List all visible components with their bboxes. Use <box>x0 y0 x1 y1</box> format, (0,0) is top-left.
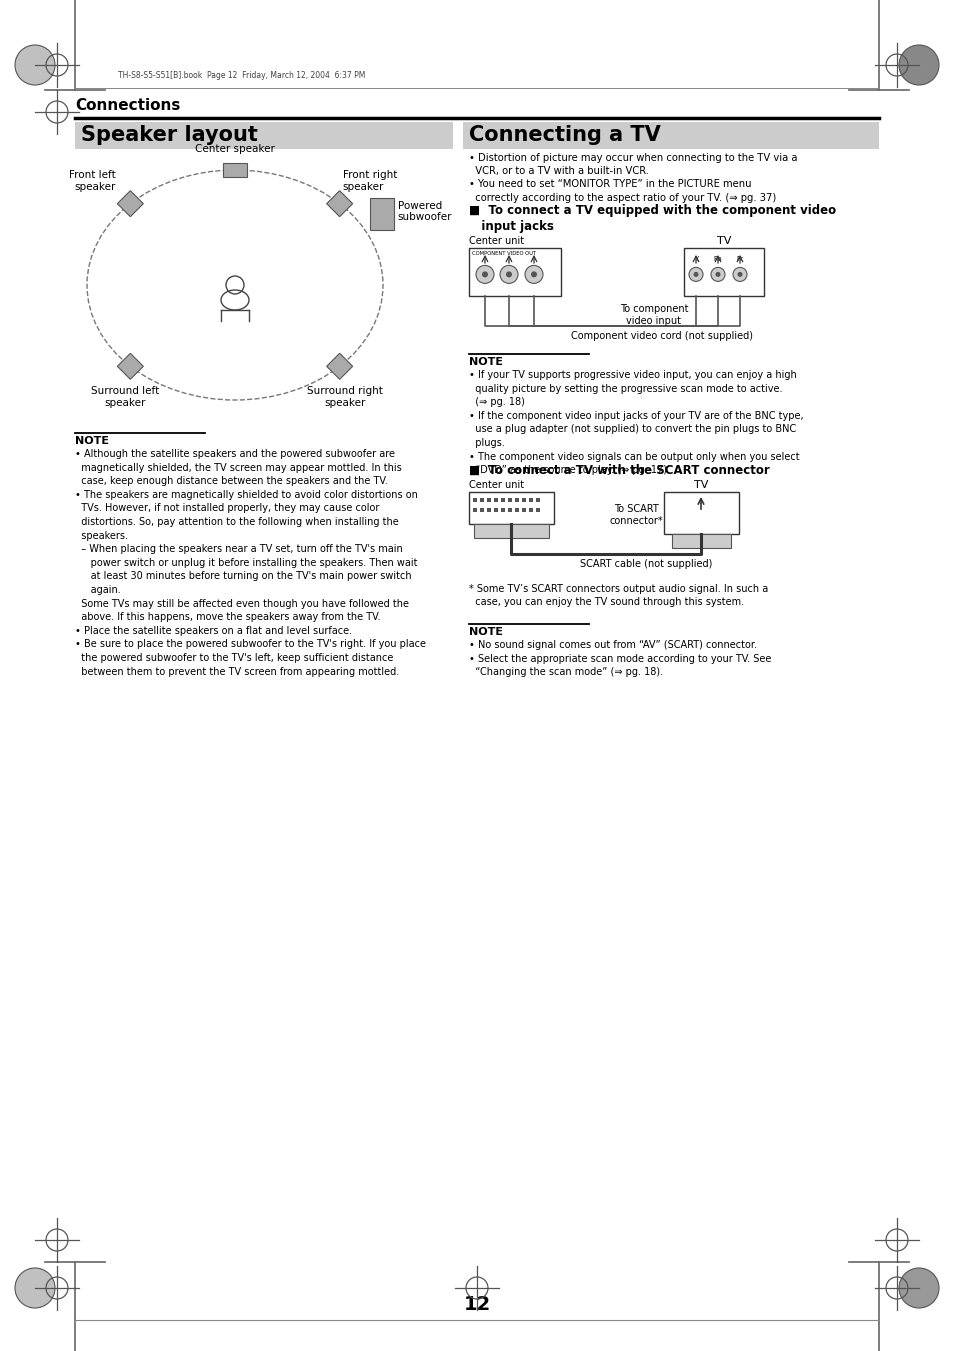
Text: To SCART
connector*: To SCART connector* <box>609 504 662 526</box>
Text: • If your TV supports progressive video input, you can enjoy a high
  quality pi: • If your TV supports progressive video … <box>469 370 802 476</box>
Bar <box>521 508 525 512</box>
Bar <box>479 499 483 503</box>
Bar <box>515 508 518 512</box>
Circle shape <box>898 45 938 85</box>
Text: Center speaker: Center speaker <box>194 145 274 154</box>
Bar <box>529 508 533 512</box>
Circle shape <box>531 272 537 277</box>
Bar <box>663 492 739 534</box>
Bar <box>462 122 878 149</box>
Text: Speaker layout: Speaker layout <box>81 126 257 145</box>
Text: • Distortion of picture may occur when connecting to the TV via a
  VCR, or to a: • Distortion of picture may occur when c… <box>469 153 797 203</box>
Polygon shape <box>326 354 353 380</box>
Text: ■  To connect a TV with the SCART connector: ■ To connect a TV with the SCART connect… <box>469 463 769 477</box>
Circle shape <box>505 272 512 277</box>
Text: ■  To connect a TV equipped with the component video
   input jacks: ■ To connect a TV equipped with the comp… <box>469 204 835 232</box>
Circle shape <box>688 267 702 281</box>
Bar <box>536 499 539 503</box>
Text: COMPONENT VIDEO OUT: COMPONENT VIDEO OUT <box>472 251 536 255</box>
Circle shape <box>715 272 720 277</box>
Bar <box>529 499 533 503</box>
Text: Y: Y <box>693 255 698 262</box>
Bar <box>469 492 554 524</box>
Text: Front right
speaker: Front right speaker <box>342 170 396 192</box>
Circle shape <box>693 272 698 277</box>
Text: Front left
speaker: Front left speaker <box>69 170 115 192</box>
Circle shape <box>15 1269 55 1308</box>
Text: Powered
subwoofer: Powered subwoofer <box>397 201 452 223</box>
Text: Pr: Pr <box>736 255 742 262</box>
Text: To component
video input: To component video input <box>619 304 687 326</box>
Circle shape <box>15 45 55 85</box>
Text: Component video cord (not supplied): Component video cord (not supplied) <box>571 331 753 340</box>
Text: NOTE: NOTE <box>75 436 109 446</box>
Text: Surround right
speaker: Surround right speaker <box>307 386 382 408</box>
Bar <box>683 249 763 296</box>
Bar <box>469 249 560 296</box>
Bar <box>473 508 476 512</box>
Bar <box>474 524 548 538</box>
Text: Connecting a TV: Connecting a TV <box>469 126 660 145</box>
Text: Pb: Pb <box>713 255 721 262</box>
Bar <box>507 508 512 512</box>
Bar <box>515 499 518 503</box>
Circle shape <box>737 272 741 277</box>
Bar <box>536 508 539 512</box>
Polygon shape <box>326 190 353 216</box>
Bar <box>479 508 483 512</box>
Text: Surround left
speaker: Surround left speaker <box>91 386 159 408</box>
Text: TH-S8-S5-S51[B].book  Page 12  Friday, March 12, 2004  6:37 PM: TH-S8-S5-S51[B].book Page 12 Friday, Mar… <box>118 70 365 80</box>
Polygon shape <box>117 190 143 216</box>
Bar <box>671 534 730 549</box>
Text: • Although the satellite speakers and the powered subwoofer are
  magnetically s: • Although the satellite speakers and th… <box>75 449 426 677</box>
Bar <box>486 508 491 512</box>
Bar <box>494 499 497 503</box>
Text: TV: TV <box>693 480 707 490</box>
Text: • No sound signal comes out from “AV” (SCART) connector.
• Select the appropriat: • No sound signal comes out from “AV” (S… <box>469 640 771 677</box>
Text: 12: 12 <box>463 1296 490 1315</box>
Text: * Some TV’s SCART connectors output audio signal. In such a
  case, you can enjo: * Some TV’s SCART connectors output audi… <box>469 584 767 607</box>
Circle shape <box>476 265 494 284</box>
Circle shape <box>710 267 724 281</box>
Circle shape <box>499 265 517 284</box>
Bar <box>75 122 453 149</box>
Bar <box>500 499 504 503</box>
Circle shape <box>898 1269 938 1308</box>
Bar <box>473 499 476 503</box>
Text: NOTE: NOTE <box>469 357 502 367</box>
Text: Center unit: Center unit <box>469 480 523 490</box>
Text: TV: TV <box>716 236 730 246</box>
Bar <box>507 499 512 503</box>
Circle shape <box>732 267 746 281</box>
Bar <box>223 163 247 177</box>
Bar <box>521 499 525 503</box>
Text: Center unit: Center unit <box>469 236 523 246</box>
Bar <box>369 197 394 230</box>
Bar <box>486 499 491 503</box>
Bar <box>500 508 504 512</box>
Bar <box>494 508 497 512</box>
Text: Connections: Connections <box>75 99 180 113</box>
Circle shape <box>481 272 488 277</box>
Polygon shape <box>117 354 143 380</box>
Text: SCART cable (not supplied): SCART cable (not supplied) <box>579 559 712 569</box>
Text: NOTE: NOTE <box>469 627 502 638</box>
Circle shape <box>524 265 542 284</box>
